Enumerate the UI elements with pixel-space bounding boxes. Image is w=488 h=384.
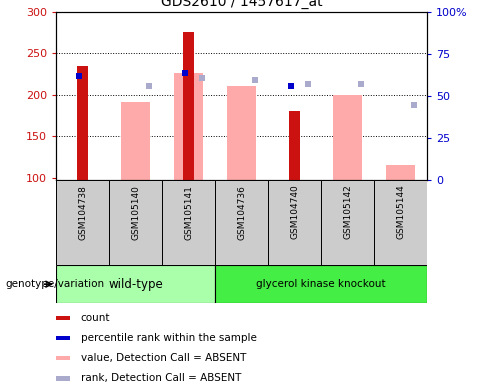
Bar	[162, 180, 215, 265]
Text: GSM104738: GSM104738	[78, 185, 87, 240]
Bar	[333, 95, 362, 180]
Bar	[56, 180, 109, 265]
Bar	[215, 180, 268, 265]
Text: GSM104736: GSM104736	[237, 185, 246, 240]
Text: count: count	[81, 313, 110, 323]
Text: genotype/variation: genotype/variation	[5, 279, 104, 289]
Bar	[215, 265, 427, 303]
Bar	[321, 180, 374, 265]
Bar	[268, 180, 321, 265]
Text: GSM105142: GSM105142	[343, 185, 352, 240]
Text: percentile rank within the sample: percentile rank within the sample	[81, 333, 256, 343]
Bar	[289, 111, 301, 180]
Text: value, Detection Call = ABSENT: value, Detection Call = ABSENT	[81, 353, 246, 363]
Text: GSM105140: GSM105140	[131, 185, 140, 240]
Bar	[374, 180, 427, 265]
Bar	[56, 316, 70, 320]
Bar	[183, 32, 194, 180]
Text: glycerol kinase knockout: glycerol kinase knockout	[256, 279, 386, 289]
Bar	[77, 66, 88, 180]
Text: GSM105144: GSM105144	[396, 185, 405, 240]
Bar	[227, 86, 256, 180]
Bar	[56, 336, 70, 340]
Text: rank, Detection Call = ABSENT: rank, Detection Call = ABSENT	[81, 373, 241, 383]
Bar	[121, 102, 150, 180]
Bar	[109, 180, 162, 265]
Bar	[56, 265, 215, 303]
Text: wild-type: wild-type	[108, 278, 163, 291]
Text: GSM104740: GSM104740	[290, 185, 299, 240]
Title: GDS2610 / 1457617_at: GDS2610 / 1457617_at	[161, 0, 323, 9]
Bar	[386, 166, 415, 180]
Bar	[56, 356, 70, 361]
Text: GSM105141: GSM105141	[184, 185, 193, 240]
Bar	[174, 73, 203, 180]
Bar	[56, 376, 70, 381]
